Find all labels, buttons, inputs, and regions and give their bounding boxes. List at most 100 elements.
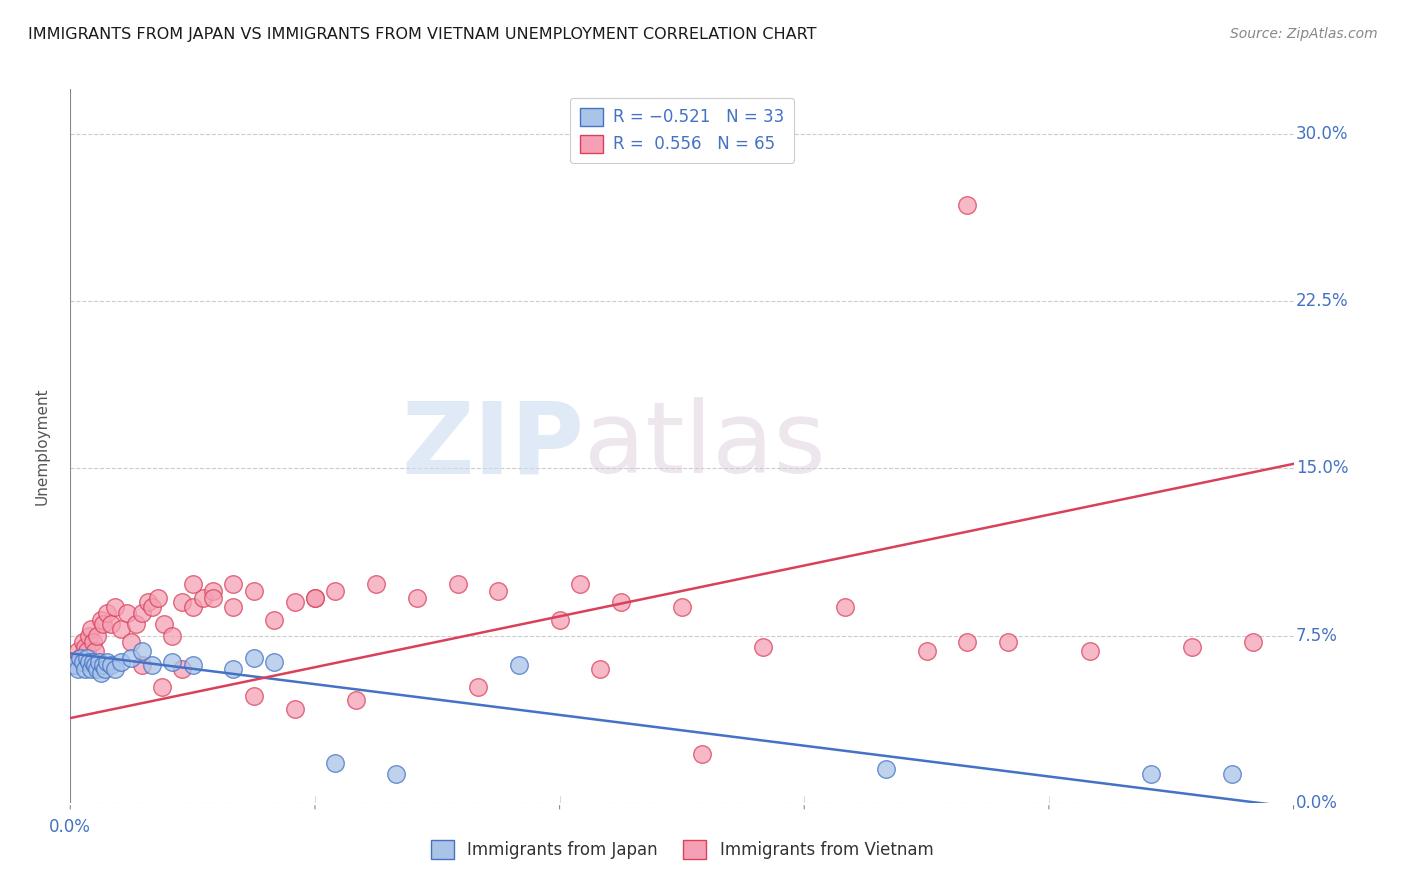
Text: 0.0%: 0.0% [49, 819, 91, 837]
Text: Source: ZipAtlas.com: Source: ZipAtlas.com [1230, 27, 1378, 41]
Point [202, 591, 225, 605]
Legend: Immigrants from Japan, Immigrants from Vietnam: Immigrants from Japan, Immigrants from V… [423, 834, 941, 866]
Point [181, 577, 204, 591]
Point [86, 628, 108, 642]
Point [323, 583, 347, 598]
Point [83, 657, 105, 672]
Point [91, 617, 114, 632]
Point [67, 662, 90, 676]
Point [1241, 635, 1264, 649]
Point [752, 640, 775, 654]
Point [77, 655, 100, 669]
Point [263, 613, 285, 627]
Point [243, 689, 266, 703]
Point [508, 657, 530, 672]
Point [90, 613, 112, 627]
Point [915, 644, 938, 658]
Point [222, 662, 245, 676]
Point [172, 662, 194, 676]
Point [110, 622, 132, 636]
Point [73, 640, 96, 654]
Text: 7.5%: 7.5% [1296, 626, 1339, 645]
Point [1181, 640, 1204, 654]
Point [181, 599, 204, 614]
Point [447, 577, 470, 591]
Point [690, 747, 713, 761]
Point [172, 595, 194, 609]
Point [671, 599, 693, 614]
Point [110, 655, 132, 669]
Point [82, 635, 104, 649]
Y-axis label: Unemployment: Unemployment [35, 387, 49, 505]
Point [222, 577, 245, 591]
Point [131, 657, 153, 672]
Point [104, 662, 127, 676]
Point [96, 655, 118, 669]
Point [488, 583, 510, 598]
Point [86, 662, 108, 676]
Point [79, 662, 103, 676]
Point [589, 662, 612, 676]
Text: IMMIGRANTS FROM JAPAN VS IMMIGRANTS FROM VIETNAM UNEMPLOYMENT CORRELATION CHART: IMMIGRANTS FROM JAPAN VS IMMIGRANTS FROM… [28, 27, 817, 42]
Point [83, 644, 105, 658]
Point [162, 655, 183, 669]
Point [87, 655, 110, 669]
Point [467, 680, 489, 694]
Point [222, 599, 245, 614]
Point [90, 666, 112, 681]
Point [63, 657, 86, 672]
Point [124, 617, 146, 632]
Point [67, 644, 90, 658]
Point [79, 622, 103, 636]
Point [323, 756, 347, 770]
Text: ZIP: ZIP [401, 398, 583, 494]
Point [141, 657, 163, 672]
Point [91, 657, 114, 672]
Text: 0.0%: 0.0% [1296, 794, 1339, 812]
Text: 22.5%: 22.5% [1296, 292, 1348, 310]
Point [191, 591, 214, 605]
Text: atlas: atlas [583, 398, 825, 494]
Point [131, 607, 153, 621]
Point [76, 644, 98, 658]
Point [406, 591, 429, 605]
Point [304, 591, 326, 605]
Point [146, 591, 169, 605]
Point [141, 599, 163, 614]
Point [344, 693, 367, 707]
Point [1078, 644, 1101, 658]
Point [304, 591, 326, 605]
Point [73, 662, 96, 676]
Point [63, 657, 86, 672]
Point [834, 599, 856, 614]
Point [366, 577, 388, 591]
Point [100, 617, 122, 632]
Point [997, 635, 1019, 649]
Point [243, 651, 266, 665]
Point [69, 651, 91, 665]
Point [153, 617, 176, 632]
Point [72, 655, 94, 669]
Point [875, 762, 897, 776]
Point [150, 680, 173, 694]
Point [121, 651, 143, 665]
Point [72, 635, 94, 649]
Point [548, 613, 571, 627]
Point [121, 635, 143, 649]
Point [956, 198, 979, 212]
Point [610, 595, 633, 609]
Point [131, 644, 153, 658]
Point [956, 635, 979, 649]
Point [82, 655, 104, 669]
Point [100, 657, 122, 672]
Point [568, 577, 592, 591]
Point [94, 662, 117, 676]
Point [76, 651, 98, 665]
Point [1139, 766, 1161, 781]
Point [385, 766, 408, 781]
Point [284, 702, 307, 716]
Point [69, 651, 91, 665]
Point [104, 599, 127, 614]
Point [96, 607, 118, 621]
Point [136, 595, 159, 609]
